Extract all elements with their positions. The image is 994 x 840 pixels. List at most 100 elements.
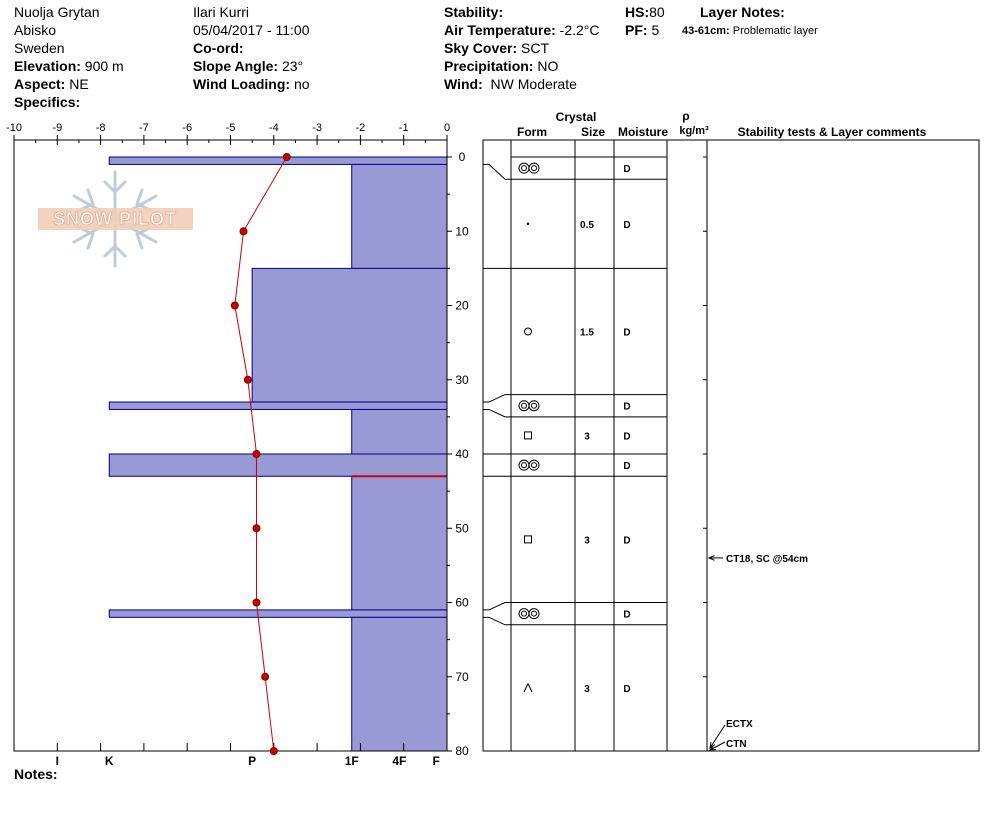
depth-tick-label: 30	[455, 373, 469, 387]
hardness-layer	[108, 453, 448, 477]
precip-value: NO	[537, 58, 559, 74]
depth-tick-label: 10	[455, 224, 469, 238]
hardness-tick-label: K	[105, 754, 114, 768]
header-col-1: Nuolja Grytan Abisko Sweden Elevation: 9…	[14, 3, 124, 111]
hardness-layer	[351, 163, 448, 269]
crystal-header: Crystal	[556, 110, 597, 124]
hs-row: HS:80	[625, 3, 665, 21]
layer-note-row: 43-61cm: Problematic layer	[682, 22, 818, 40]
air-temp-value: -2.2°C	[559, 22, 600, 38]
country: Sweden	[14, 40, 65, 56]
depth-tick-label: 50	[455, 521, 469, 535]
moisture-value: D	[623, 610, 630, 621]
layer-notes-label: Layer Notes:	[700, 4, 785, 20]
precip-label: Precipitation:	[444, 58, 534, 74]
layer-connector	[483, 408, 511, 418]
moisture-value: D	[623, 220, 630, 231]
layer-connector	[483, 616, 511, 626]
wind-label: Wind:	[444, 76, 483, 92]
depth-tick-label: 20	[455, 299, 469, 313]
temperature-point	[252, 450, 261, 458]
layer-connector	[483, 602, 511, 611]
temp-tick-label: -7	[139, 122, 149, 134]
hardness-temperature-plot: -10 -9 -8 -7 -6 -5 -4 -3 -2 -1 001020304050607080I…	[6, 122, 469, 768]
form-header: Form	[517, 125, 547, 139]
hardness-tick-label: 1F	[345, 754, 359, 768]
snowpilot-logo: SNOW PILOT	[38, 170, 193, 268]
crystal-size: 1.5	[580, 327, 594, 338]
stability-arrow-head	[708, 745, 717, 751]
rounded-grains-icon-inner	[531, 165, 537, 172]
rounded-grains-icon-inner	[521, 462, 527, 469]
rounded-grains-icon-inner	[521, 165, 527, 172]
pf-label: PF:	[625, 22, 648, 38]
layer-connector	[483, 163, 511, 180]
hardness-layer	[251, 267, 448, 403]
precip-row: Precipitation: NO	[444, 57, 600, 75]
round-grain-icon	[524, 327, 532, 336]
pf-row: PF: 5	[625, 21, 665, 39]
crystal-size: 3	[584, 535, 590, 546]
moisture-value: D	[623, 535, 630, 546]
stability-arrow-head	[707, 555, 715, 561]
faceted-crystal-icon	[524, 535, 532, 544]
logo-banner	[38, 208, 193, 230]
temp-tick-label: -6	[182, 122, 192, 134]
moisture-value: D	[623, 461, 630, 472]
rounded-grains-icon-inner	[521, 610, 527, 617]
sky-value: SCT	[521, 40, 550, 56]
moisture-header: Moisture	[618, 125, 668, 139]
size-header: Size	[581, 125, 605, 139]
hardness-layer	[351, 408, 448, 455]
stability-arrow-line	[709, 741, 726, 751]
hardness-layer	[108, 401, 448, 410]
wind-row: Wind: NW Moderate	[444, 75, 600, 93]
hardness-layer	[351, 616, 448, 752]
layer-note-range: 43-61cm:	[682, 25, 730, 37]
temperature-point	[243, 375, 252, 384]
crystal-size: 0.5	[580, 220, 594, 231]
temperature-point	[269, 747, 278, 755]
table-frame	[482, 139, 980, 752]
air-temp-label: Air Temperature:	[444, 22, 556, 38]
layer-connector	[483, 394, 511, 403]
hardness-tick-label: 4F	[392, 754, 406, 768]
moisture-value: D	[623, 164, 630, 175]
rho-header: ρ	[682, 109, 689, 123]
hardness-tick-label: F	[433, 754, 440, 768]
hardness-layer	[108, 609, 448, 618]
slope-label: Slope Angle:	[193, 58, 279, 74]
coord-row: Co-ord:	[193, 39, 310, 57]
layer-notes: Layer Notes:	[700, 3, 785, 21]
precipitation-particle-icon	[526, 222, 530, 226]
depth-tick-label: 0	[459, 150, 466, 164]
sky-row: Sky Cover: SCT	[444, 39, 600, 57]
moisture-value: D	[623, 327, 630, 338]
datetime: 05/04/2017 - 11:00	[193, 22, 310, 38]
location: Nuolja Grytan	[14, 4, 100, 20]
faceted-crystal-icon	[524, 431, 532, 440]
temp-tick-label: 0	[444, 122, 450, 134]
temp-tick-label: -3	[312, 122, 322, 134]
header-col-2: Ilari Kurri 05/04/2017 - 11:00 Co-ord: S…	[193, 3, 310, 93]
rounded-grains-icon-inner	[531, 402, 537, 409]
temp-tick-label: -1	[399, 122, 409, 134]
notes-label: Notes:	[14, 766, 58, 782]
stability-header: Stability tests & Layer comments	[738, 125, 927, 139]
temp-tick-label: -8	[96, 122, 106, 134]
crystal-size: 3	[584, 684, 590, 695]
sky-label: Sky Cover:	[444, 40, 518, 56]
rounded-grains-icon-inner	[531, 462, 537, 469]
air-temp-row: Air Temperature: -2.2°C	[444, 21, 600, 39]
aspect-row: Aspect: NE	[14, 75, 124, 93]
wind-loading-value: no	[293, 76, 310, 92]
hardness-tick-label: P	[248, 754, 256, 768]
specifics-label: Specifics:	[14, 94, 81, 110]
stability-row: Stability:	[444, 3, 600, 21]
elevation-value: 900 m	[84, 58, 124, 74]
moisture-value: D	[623, 431, 630, 442]
logo-text: SNOW PILOT	[53, 209, 177, 229]
temp-tick-label: -4	[269, 122, 279, 134]
hardness-layer	[351, 475, 448, 611]
